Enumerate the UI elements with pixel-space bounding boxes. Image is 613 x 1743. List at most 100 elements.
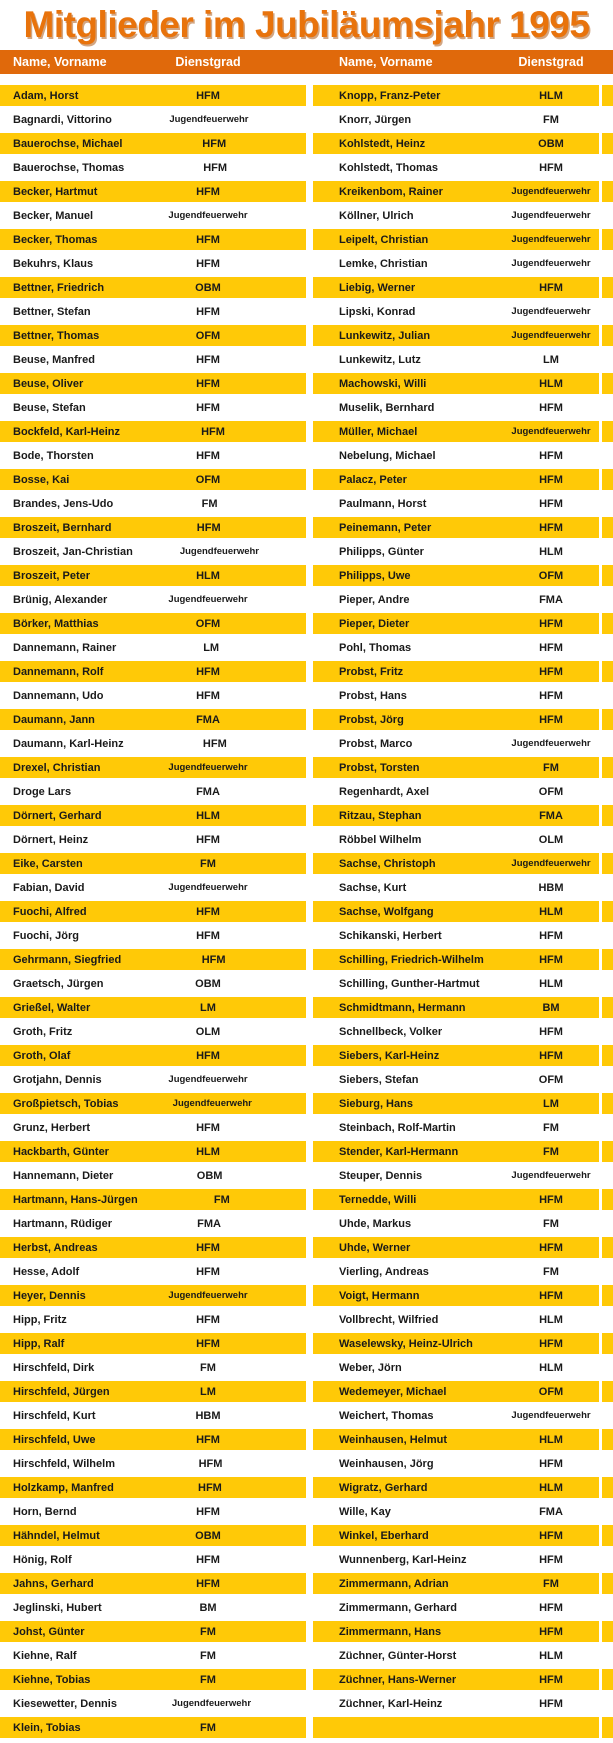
rank-cell: FM (543, 1577, 559, 1590)
member-name-cell: Schilling, Gunther-Hartmut (339, 977, 480, 990)
rank-cell: LM (200, 1001, 216, 1014)
row-left-half: Kiehne, Ralf FM (0, 1645, 306, 1666)
rank-cell: Jugendfeuerwehr (172, 1098, 252, 1109)
column-divider (306, 1477, 313, 1498)
column-divider (306, 1669, 313, 1690)
member-name-cell: Jahns, Gerhard (13, 1577, 94, 1590)
row-tail (602, 949, 613, 970)
rank-cell: HFM (201, 953, 226, 966)
member-name-cell: Hönig, Rolf (13, 1553, 72, 1566)
member-name-cell: Hähndel, Helmut (13, 1529, 100, 1542)
table-row: Hirschfeld, Kurt HBM Weichert, Thomas Jugen… (0, 1405, 613, 1426)
rank-cell: HFM (539, 1673, 563, 1686)
rank-cell: HFM (539, 281, 563, 294)
row-left-half: Drexel, Christian Jugendfeuerwehr (0, 757, 306, 778)
rank-cell: HFM (539, 161, 563, 174)
rank-cell: FM (200, 1649, 216, 1662)
member-name-cell: Paulmann, Horst (339, 497, 427, 510)
rank-cell: HFM (196, 665, 220, 678)
rank-cell: Jugendfeuerwehr (511, 234, 591, 245)
member-name-cell: Nebelung, Michael (339, 449, 436, 462)
member-name-cell: Dörnert, Heinz (13, 833, 89, 846)
rank-cell: HFM (539, 665, 563, 678)
member-name-cell: Fuochi, Alfred (13, 905, 87, 918)
member-name-cell: Kiesewetter, Dennis (13, 1697, 117, 1710)
rank-cell: LM (203, 641, 220, 654)
member-name-cell: Horn, Bernd (13, 1505, 77, 1518)
row-tail (602, 1069, 613, 1090)
row-right-half: Pieper, Dieter HFM (313, 613, 599, 634)
member-name-cell: Steuper, Dennis (339, 1169, 423, 1182)
row-left-half: Hesse, Adolf HFM (0, 1261, 306, 1282)
row-right-half: Probst, Jörg HFM (313, 709, 599, 730)
row-left-half: Grotjahn, Dennis Jugendfeuerwehr (0, 1069, 306, 1090)
member-name-cell: Hirschfeld, Dirk (13, 1361, 95, 1374)
row-right-half: Knorr, Jürgen FM (313, 109, 599, 130)
member-name-cell: Uhde, Markus (339, 1217, 412, 1230)
member-name-cell: Philipps, Uwe (339, 569, 411, 582)
table-row: Hartmann, Rüdiger FMA Uhde, Markus FM (0, 1213, 613, 1234)
column-divider (306, 1429, 313, 1450)
member-name-cell: Weber, Jörn (339, 1361, 402, 1374)
row-right-half: Liebig, Werner HFM (313, 277, 599, 298)
row-left-half: Broszeit, Bernhard HFM (0, 517, 306, 538)
column-divider (306, 133, 313, 154)
row-right-half: Probst, Torsten FM (313, 757, 599, 778)
column-divider (306, 1333, 313, 1354)
table-row: Bauerochse, Michael HFM Kohlstedt, Heinz OB… (0, 133, 613, 154)
rank-cell: FMA (196, 713, 220, 726)
row-left-half: Bosse, Kai OFM (0, 469, 306, 490)
row-tail (602, 1549, 613, 1570)
row-right-half: Uhde, Werner HFM (313, 1237, 599, 1258)
rank-cell: OFM (195, 473, 221, 486)
table-row: Drexel, Christian Jugendfeuerwehr Probst, … (0, 757, 613, 778)
member-name-cell: Hipp, Ralf (13, 1337, 65, 1350)
column-divider (306, 1237, 313, 1258)
member-name-cell: Drexel, Christian (13, 761, 101, 774)
row-tail (602, 781, 613, 802)
table-row: Adam, Horst HFM Knopp, Franz-Peter HLM (0, 85, 613, 106)
member-name-cell: Sieburg, Hans (339, 1097, 413, 1110)
row-tail (602, 973, 613, 994)
rank-cell: FM (543, 1145, 559, 1158)
member-name-cell: Züchner, Hans-Werner (339, 1673, 457, 1686)
table-row: Broszeit, Jan-Christian Jugendfeuerwehr Ph… (0, 541, 613, 562)
member-name-cell: Wedemeyer, Michael (339, 1385, 447, 1398)
rank-cell: HFM (539, 713, 563, 726)
table-row: Dannemann, Udo HFM Probst, Hans HFM (0, 685, 613, 706)
row-tail (602, 1261, 613, 1282)
member-name-cell: Hirschfeld, Kurt (13, 1409, 96, 1422)
row-tail (602, 925, 613, 946)
row-right-half: Regenhardt, Axel OFM (313, 781, 599, 802)
rank-cell: FM (543, 1217, 559, 1230)
table-row: Klein, Tobias FM (0, 1717, 613, 1738)
row-tail (602, 565, 613, 586)
row-left-half: Grunz, Herbert HFM (0, 1117, 306, 1138)
rank-cell: HLM (196, 569, 220, 582)
row-tail (602, 1429, 613, 1450)
row-right-half: Knopp, Franz-Peter HLM (313, 85, 599, 106)
member-name-cell: Probst, Marco (339, 737, 413, 750)
row-tail (602, 1453, 613, 1474)
rank-cell: HFM (196, 1265, 220, 1278)
column-divider (306, 661, 313, 682)
rank-cell: FMA (196, 785, 220, 798)
rank-cell: BM (199, 1601, 217, 1614)
row-tail (602, 805, 613, 826)
member-name-cell: Becker, Hartmut (13, 185, 98, 198)
member-name-cell: Hartmann, Rüdiger (13, 1217, 113, 1230)
member-name-cell: Brünig, Alexander (13, 593, 108, 606)
member-name-cell: Zimmermann, Adrian (339, 1577, 449, 1590)
rank-cell: HLM (539, 977, 563, 990)
rank-cell: HFM (539, 449, 563, 462)
row-right-half: Leipelt, Christian Jugendfeuerwehr (313, 229, 599, 250)
row-left-half: Hannemann, Dieter OBM (0, 1165, 306, 1186)
row-left-half: Hirschfeld, Wilhelm HFM (0, 1453, 306, 1474)
rank-cell: HFM (539, 497, 563, 510)
rank-cell: HLM (539, 89, 563, 102)
rank-cell: HLM (539, 377, 563, 390)
column-header-rank-right: Dienstgrad (518, 55, 584, 69)
table-row: Börker, Matthias OFM Pieper, Dieter HFM (0, 613, 613, 634)
member-name-cell: Liebig, Werner (339, 281, 416, 294)
rank-cell: HFM (202, 737, 227, 750)
